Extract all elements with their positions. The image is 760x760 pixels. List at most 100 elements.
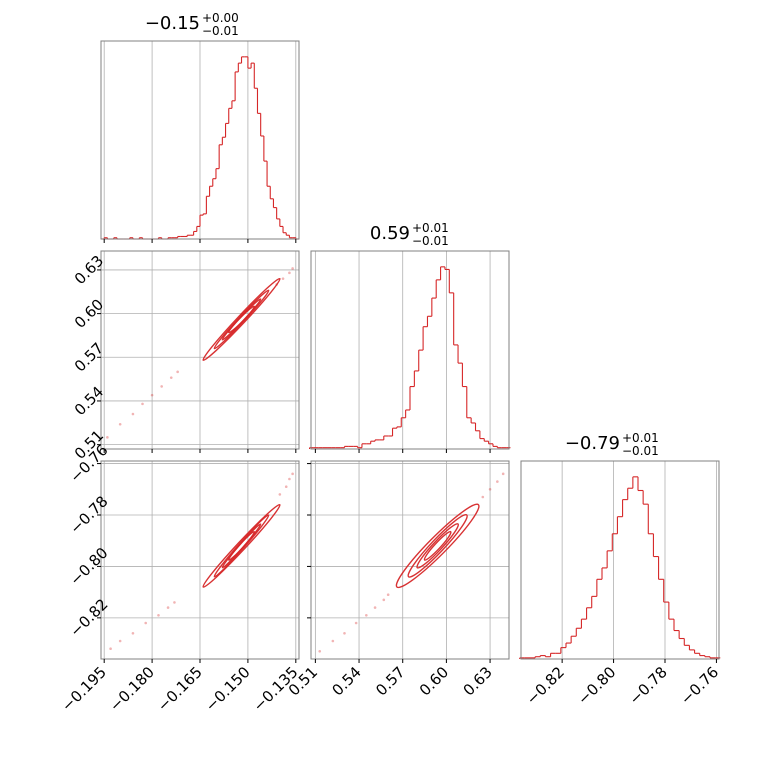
- sample-point: [166, 606, 170, 609]
- sample-point: [386, 593, 390, 597]
- x-tick-label: 0.57: [372, 663, 408, 699]
- title-param-3: −0.79: [565, 433, 620, 454]
- sample-point: [157, 613, 160, 617]
- title-param-1-value: −0.15: [145, 13, 200, 34]
- sample-point: [288, 271, 291, 275]
- sample-point: [106, 436, 109, 439]
- density-contour: [395, 503, 480, 589]
- sample-point: [109, 647, 112, 651]
- panel-lower-3-1: [97, 460, 300, 663]
- sample-point: [118, 639, 122, 643]
- title-param-3-minus: −0.01: [622, 444, 659, 458]
- density-contour: [407, 513, 468, 578]
- density-contour: [202, 503, 281, 588]
- grid-lines: [103, 41, 297, 239]
- sample-point: [331, 639, 335, 643]
- title-param-1-plus: +0.00: [202, 11, 239, 25]
- histogram-3: [519, 476, 721, 659]
- title-param-3-value: −0.79: [565, 433, 620, 454]
- contour-2-1: [106, 267, 294, 439]
- sample-point: [131, 631, 135, 635]
- density-contour: [423, 530, 452, 561]
- sample-point: [481, 495, 485, 499]
- title-param-2-plus: +0.01: [412, 221, 449, 235]
- sample-point: [501, 472, 505, 476]
- panel-lower-3-2: [307, 460, 510, 663]
- x-tick-label: −0.80: [574, 663, 619, 708]
- sample-point: [496, 480, 499, 483]
- sample-point: [284, 485, 288, 489]
- grid-lines: [311, 461, 509, 659]
- title-param-1-minus: −0.01: [202, 24, 239, 38]
- tick-marks: [307, 463, 491, 663]
- sample-point: [382, 598, 386, 602]
- tick-marks: [103, 239, 297, 243]
- x-tick-label: −0.165: [154, 663, 206, 715]
- sample-point: [291, 267, 294, 270]
- tick-marks: [97, 269, 297, 453]
- tick-marks: [314, 449, 491, 453]
- sample-point: [291, 472, 294, 476]
- title-param-1: −0.15: [145, 13, 200, 34]
- sample-point: [488, 487, 492, 491]
- sample-point: [169, 376, 173, 379]
- y-tick-label: 0.57: [71, 339, 107, 375]
- tick-labels: −0.82 −0.80 −0.78 −0.760.510.540.570.600.63…: [58, 252, 722, 715]
- sample-point: [373, 606, 377, 609]
- x-tick-label: 0.60: [416, 663, 452, 699]
- sample-point: [173, 601, 176, 604]
- sample-point: [160, 385, 163, 388]
- panel-frame: [520, 460, 720, 660]
- sample-point: [343, 631, 346, 635]
- panel-diag-2: 0.59 +0.01 −0.01: [308, 221, 511, 453]
- panel-diag-1: −0.15 +0.00 −0.01: [100, 11, 300, 243]
- sample-point: [318, 649, 322, 653]
- density-contour: [227, 305, 256, 334]
- density-contour: [416, 523, 460, 569]
- x-tick-label: −0.76: [677, 663, 722, 708]
- panel-frame: [310, 250, 510, 450]
- title-param-3-plus: +0.01: [622, 431, 659, 445]
- x-tick-label: −0.78: [626, 663, 671, 708]
- x-tick-label: −0.180: [106, 663, 158, 715]
- y-tick-label: 0.60: [71, 295, 107, 331]
- histogram-2: [308, 266, 511, 449]
- grid-lines: [561, 461, 717, 659]
- grid-lines: [314, 251, 491, 449]
- panel-diag-3: −0.79 +0.01 −0.01: [519, 431, 721, 663]
- x-tick-label: −0.150: [202, 663, 254, 715]
- title-param-2: 0.59: [370, 223, 410, 244]
- density-contour: [221, 523, 262, 569]
- contour-3-1: [109, 472, 294, 651]
- sample-point: [141, 402, 144, 406]
- density-contour: [213, 514, 270, 578]
- sample-point: [131, 412, 135, 416]
- sample-point: [176, 370, 179, 374]
- grid-lines: [101, 461, 299, 659]
- contour-3-2: [318, 472, 505, 653]
- sample-point: [288, 477, 291, 481]
- x-tick-label: 0.54: [329, 663, 365, 699]
- panel-lower-2-1: [97, 250, 300, 453]
- x-tick-label: −0.195: [58, 663, 110, 715]
- title-param-2-value: 0.59: [370, 223, 410, 244]
- sample-point: [118, 422, 122, 426]
- density-contour: [213, 289, 270, 350]
- sample-point: [150, 393, 154, 397]
- sample-point: [281, 277, 285, 280]
- x-tick-label: −0.82: [523, 663, 568, 708]
- sample-point: [365, 613, 368, 617]
- grid-lines: [101, 251, 299, 449]
- density-contour: [227, 530, 256, 561]
- tick-marks: [561, 659, 717, 663]
- sample-point: [278, 493, 282, 496]
- sample-point: [144, 621, 148, 625]
- panel-frame: [310, 460, 510, 660]
- sample-point: [354, 621, 358, 625]
- density-contour: [221, 298, 262, 341]
- y-tick-label: 0.54: [71, 383, 107, 419]
- y-tick-label: 0.63: [71, 252, 107, 288]
- tick-marks: [97, 463, 297, 663]
- title-param-2-minus: −0.01: [412, 234, 449, 248]
